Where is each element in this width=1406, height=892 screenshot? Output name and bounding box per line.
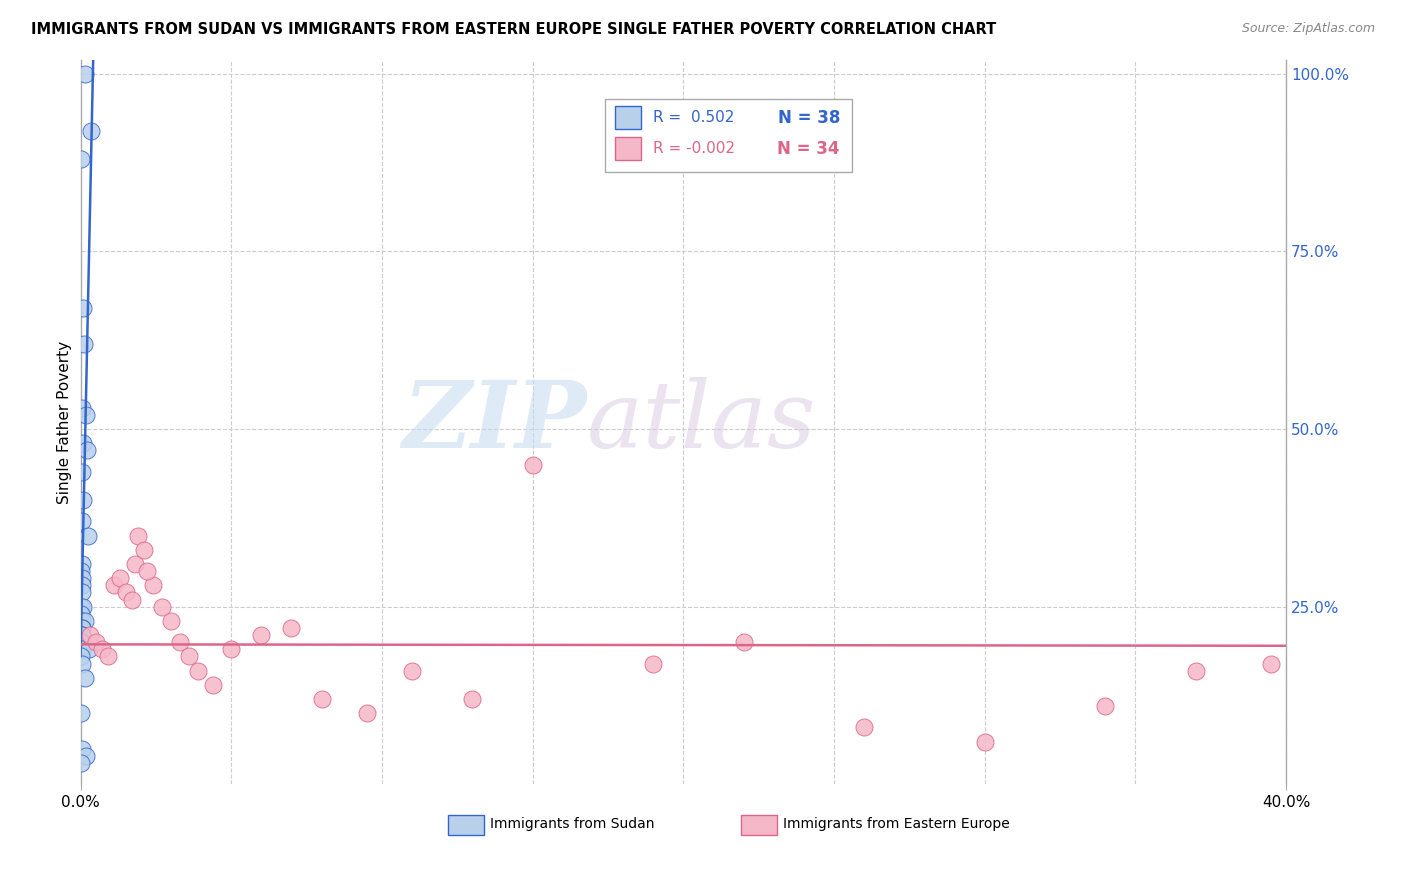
- Point: [70, 465, 93, 479]
- Point: [70, 642, 93, 657]
- Point: [70, 152, 93, 166]
- Point: [72, 585, 94, 599]
- Point: [121, 592, 143, 607]
- Point: [311, 692, 333, 706]
- Point: [97, 649, 120, 664]
- Point: [124, 557, 146, 571]
- Point: [70, 607, 93, 621]
- Text: ZIP: ZIP: [402, 377, 586, 467]
- Point: [70, 649, 93, 664]
- Text: Immigrants from Sudan: Immigrants from Sudan: [491, 817, 655, 831]
- Point: [70, 657, 93, 671]
- Point: [70, 756, 93, 770]
- Text: atlas: atlas: [586, 377, 817, 467]
- Text: IMMIGRANTS FROM SUDAN VS IMMIGRANTS FROM EASTERN EUROPE SINGLE FATHER POVERTY CO: IMMIGRANTS FROM SUDAN VS IMMIGRANTS FROM…: [31, 22, 997, 37]
- Point: [70, 564, 93, 578]
- Point: [75, 748, 97, 763]
- Point: [80, 123, 103, 137]
- Y-axis label: Single Father Poverty: Single Father Poverty: [58, 341, 72, 503]
- Point: [70, 401, 93, 415]
- Point: [70, 557, 93, 571]
- Point: [79, 628, 101, 642]
- Point: [733, 635, 755, 649]
- Point: [90, 642, 112, 657]
- Point: [853, 721, 876, 735]
- Point: [70, 628, 93, 642]
- Point: [1094, 699, 1116, 714]
- Point: [72, 493, 94, 508]
- Point: [70, 614, 93, 628]
- Point: [219, 642, 242, 657]
- Point: [1260, 657, 1282, 671]
- Point: [108, 571, 131, 585]
- Point: [73, 336, 96, 351]
- Text: N = 38: N = 38: [778, 109, 839, 127]
- Point: [72, 301, 94, 316]
- Point: [522, 458, 544, 472]
- Point: [142, 578, 165, 592]
- Point: [160, 614, 183, 628]
- Point: [202, 678, 225, 692]
- Point: [177, 649, 200, 664]
- Point: [643, 657, 665, 671]
- Point: [973, 734, 995, 748]
- Point: [84, 635, 107, 649]
- Point: [70, 599, 93, 614]
- Point: [75, 671, 97, 685]
- Point: [77, 642, 100, 657]
- Point: [72, 621, 94, 635]
- Point: [70, 642, 93, 657]
- Point: [280, 621, 302, 635]
- Point: [132, 542, 155, 557]
- Point: [73, 67, 96, 81]
- Point: [75, 408, 97, 422]
- Text: R =  0.502: R = 0.502: [654, 110, 734, 125]
- FancyBboxPatch shape: [741, 814, 778, 835]
- Point: [73, 614, 96, 628]
- Point: [70, 706, 93, 721]
- FancyBboxPatch shape: [614, 106, 641, 129]
- Point: [150, 599, 173, 614]
- Point: [72, 515, 94, 529]
- Point: [70, 741, 93, 756]
- Point: [103, 578, 125, 592]
- Point: [70, 635, 93, 649]
- Point: [461, 692, 484, 706]
- Point: [70, 578, 93, 592]
- Point: [250, 628, 273, 642]
- Point: [72, 436, 94, 450]
- Text: Source: ZipAtlas.com: Source: ZipAtlas.com: [1241, 22, 1375, 36]
- Point: [1184, 664, 1206, 678]
- Point: [135, 564, 157, 578]
- Point: [187, 664, 209, 678]
- Point: [356, 706, 378, 721]
- Point: [127, 528, 149, 542]
- Point: [70, 571, 93, 585]
- Point: [72, 599, 94, 614]
- Point: [77, 528, 100, 542]
- Point: [401, 664, 423, 678]
- Point: [114, 585, 136, 599]
- Point: [70, 628, 93, 642]
- FancyBboxPatch shape: [449, 814, 484, 835]
- Point: [70, 621, 93, 635]
- FancyBboxPatch shape: [614, 137, 641, 161]
- Text: N = 34: N = 34: [778, 140, 839, 158]
- Point: [169, 635, 191, 649]
- FancyBboxPatch shape: [605, 100, 852, 172]
- Text: R = -0.002: R = -0.002: [654, 141, 735, 156]
- Text: Immigrants from Eastern Europe: Immigrants from Eastern Europe: [783, 817, 1010, 831]
- Point: [76, 443, 98, 458]
